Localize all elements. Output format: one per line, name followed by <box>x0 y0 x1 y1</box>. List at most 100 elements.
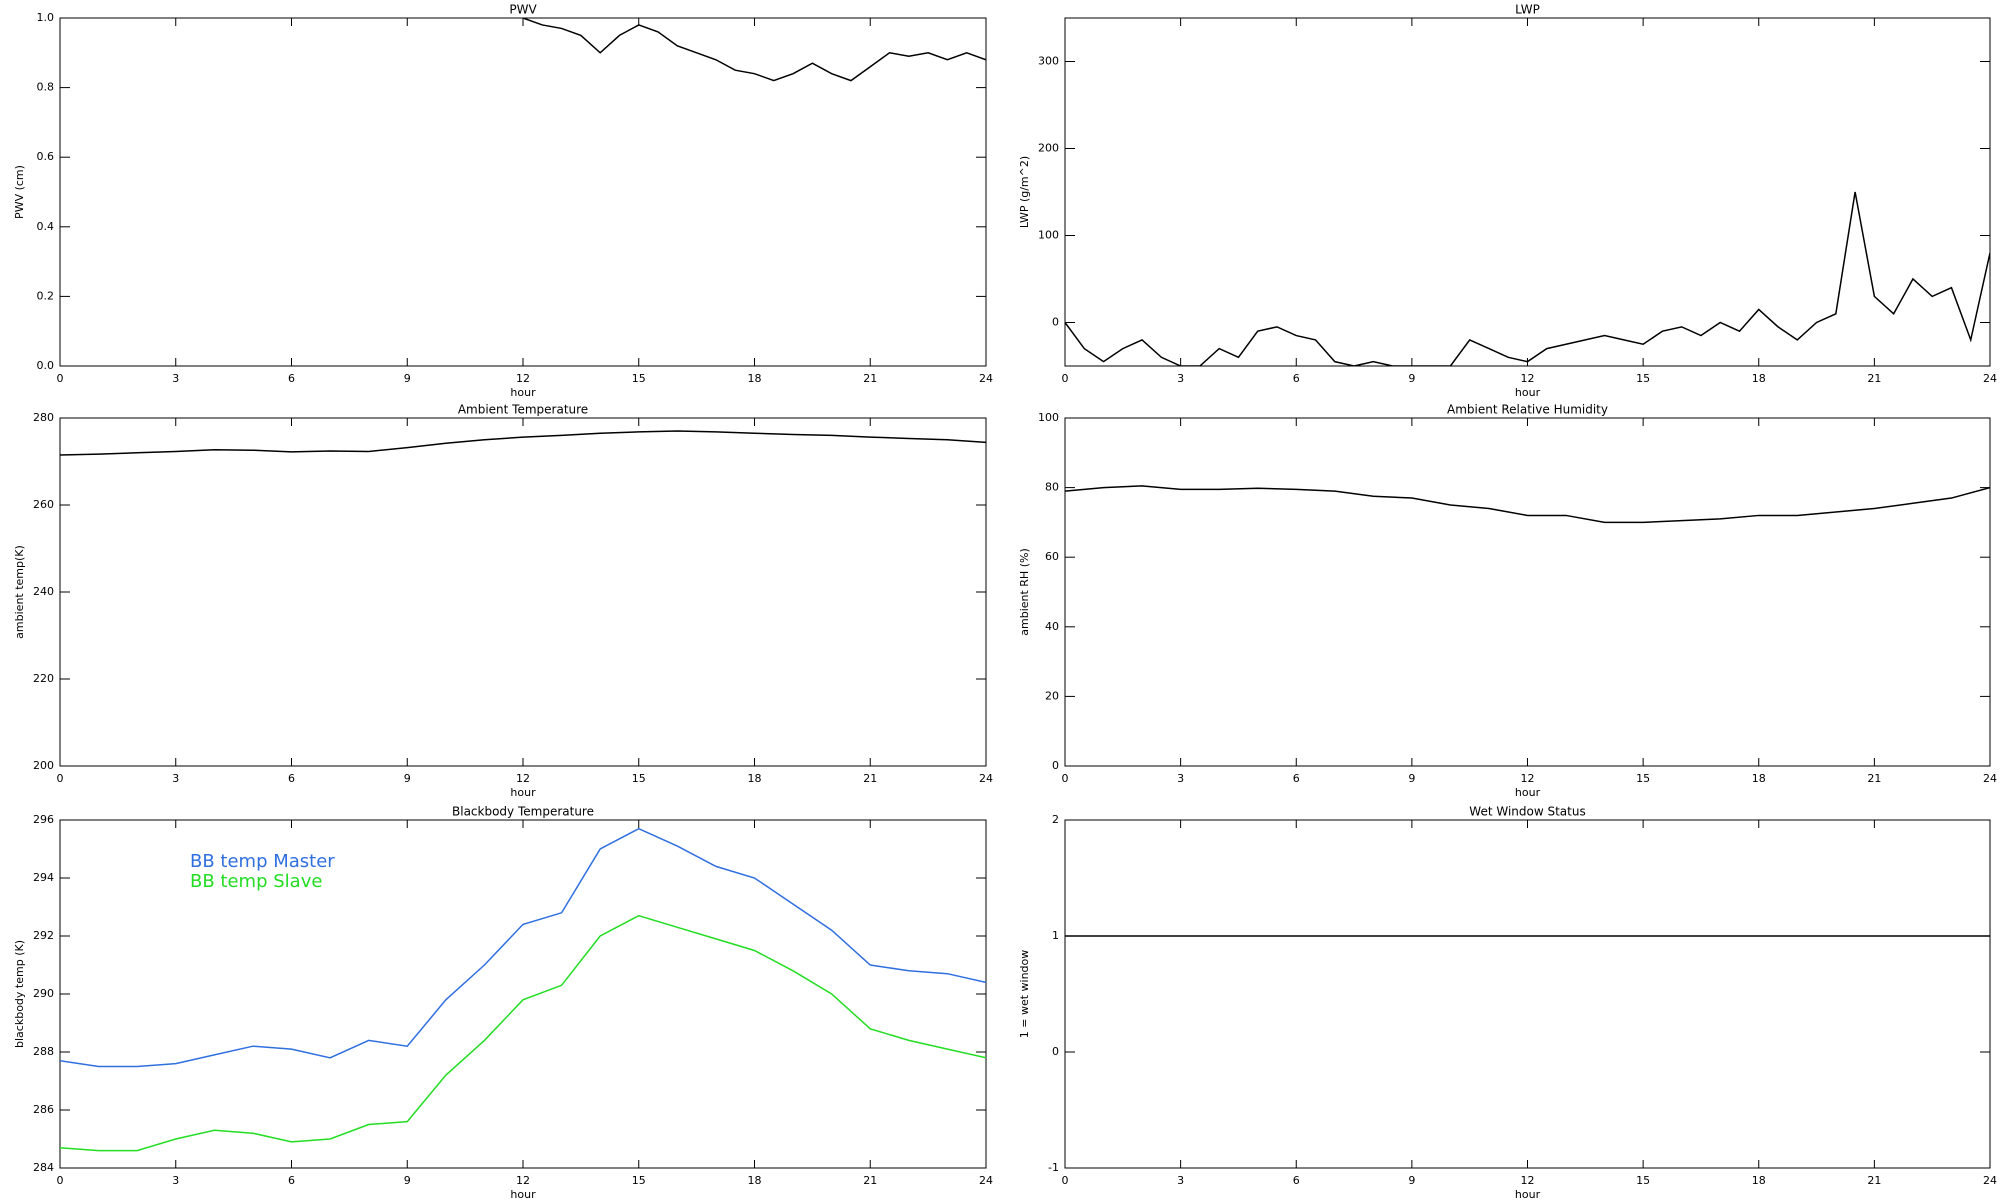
y-tick-label: 286 <box>33 1103 54 1116</box>
x-tick-label: 12 <box>516 772 530 785</box>
y-tick-label: 0.8 <box>37 81 55 94</box>
x-axis-label: hour <box>1515 786 1541 799</box>
chart-title: Blackbody Temperature <box>452 805 594 819</box>
y-tick-label: 0.2 <box>37 289 55 302</box>
x-tick-label: 9 <box>404 1174 411 1187</box>
x-tick-label: 9 <box>404 372 411 385</box>
legend-entry: BB temp Master <box>190 851 335 872</box>
x-tick-label: 15 <box>1636 772 1650 785</box>
plot-frame <box>59 417 987 767</box>
x-tick-label: 24 <box>1983 772 1997 785</box>
x-tick-label: 6 <box>1293 1174 1300 1187</box>
y-tick-label: 200 <box>1038 142 1059 155</box>
x-tick-label: 0 <box>1062 372 1069 385</box>
plot-frame <box>1064 819 1991 1169</box>
x-axis-label: hour <box>1515 1188 1541 1200</box>
x-tick-label: 0 <box>57 772 64 785</box>
x-tick-label: 0 <box>1062 772 1069 785</box>
y-tick-label: 288 <box>33 1045 54 1058</box>
x-tick-label: 24 <box>979 772 993 785</box>
y-tick-label: 280 <box>33 411 54 424</box>
x-tick-label: 12 <box>516 372 530 385</box>
x-tick-label: 6 <box>288 372 295 385</box>
x-tick-label: 6 <box>288 1174 295 1187</box>
y-axis-label: ambient RH (%) <box>1018 548 1031 636</box>
x-tick-label: 21 <box>1867 372 1881 385</box>
x-tick-label: 0 <box>1062 1174 1069 1187</box>
x-tick-label: 21 <box>863 1174 877 1187</box>
x-tick-label: 12 <box>1521 772 1535 785</box>
x-tick-label: 18 <box>748 772 762 785</box>
chart-title: Ambient Temperature <box>458 403 588 417</box>
y-axis-label: PWV (cm) <box>13 165 26 219</box>
y-tick-label: -1 <box>1048 1161 1059 1174</box>
y-tick-label: 300 <box>1038 55 1059 68</box>
y-tick-label: 284 <box>33 1161 54 1174</box>
chart-title: PWV <box>509 3 537 17</box>
y-axis-label: blackbody temp (K) <box>13 940 26 1048</box>
x-tick-label: 0 <box>57 1174 64 1187</box>
y-tick-label: 100 <box>1038 411 1059 424</box>
data-line <box>60 827 986 1068</box>
y-tick-label: 240 <box>33 585 54 598</box>
chart-panel: Blackbody Temperature hour blackbody temp … <box>13 805 993 1200</box>
x-tick-label: 18 <box>1752 372 1766 385</box>
y-tick-label: 220 <box>33 672 54 685</box>
x-tick-label: 3 <box>172 772 179 785</box>
y-tick-label: 260 <box>33 498 54 511</box>
y-tick-label: 20 <box>1045 689 1059 702</box>
y-tick-label: 60 <box>1045 550 1059 563</box>
y-tick-label: 290 <box>33 987 54 1000</box>
x-tick-label: 15 <box>632 372 646 385</box>
x-tick-label: 12 <box>1521 1174 1535 1187</box>
y-tick-label: 100 <box>1038 229 1059 242</box>
x-tick-label: 12 <box>1521 372 1535 385</box>
x-tick-label: 24 <box>979 372 993 385</box>
legend-entry: BB temp Slave <box>190 871 322 892</box>
x-tick-label: 24 <box>1983 1174 1997 1187</box>
chart-panel: Ambient Temperature hour ambient temp(K) 0 3… <box>13 403 993 800</box>
x-tick-label: 6 <box>1293 372 1300 385</box>
y-tick-label: 0 <box>1052 759 1059 772</box>
x-tick-label: 9 <box>1408 1174 1415 1187</box>
chart-panel: Ambient Relative Humidity hour ambient RH … <box>1018 403 1997 800</box>
x-tick-label: 9 <box>404 772 411 785</box>
y-tick-label: 0.0 <box>37 359 55 372</box>
x-tick-label: 0 <box>57 372 64 385</box>
y-tick-label: 40 <box>1045 620 1059 633</box>
x-tick-label: 3 <box>1177 1174 1184 1187</box>
x-tick-label: 3 <box>1177 372 1184 385</box>
y-tick-label: 0 <box>1052 316 1059 329</box>
data-line <box>1065 485 1990 524</box>
y-tick-label: 80 <box>1045 481 1059 494</box>
x-tick-label: 21 <box>863 772 877 785</box>
plot-frame <box>1064 17 1991 367</box>
x-tick-label: 15 <box>1636 372 1650 385</box>
chart-title: Wet Window Status <box>1469 805 1585 819</box>
chart-panel: Wet Window Status hour 1 = wet window 0 3 6 9 1… <box>1018 805 1997 1200</box>
y-tick-label: 292 <box>33 929 54 942</box>
x-tick-label: 9 <box>1408 372 1415 385</box>
y-tick-label: 1 <box>1052 929 1059 942</box>
x-axis-label: hour <box>510 786 536 799</box>
data-line <box>60 430 986 456</box>
data-line <box>60 914 986 1152</box>
data-line <box>522 18 986 82</box>
x-tick-label: 9 <box>1408 772 1415 785</box>
x-tick-label: 21 <box>1867 772 1881 785</box>
y-tick-label: 0.4 <box>37 220 55 233</box>
x-tick-label: 6 <box>288 772 295 785</box>
y-tick-label: 1.0 <box>37 11 55 24</box>
x-tick-label: 15 <box>632 1174 646 1187</box>
x-tick-label: 24 <box>1983 372 1997 385</box>
x-axis-label: hour <box>510 386 536 399</box>
plot-frame <box>59 17 987 367</box>
x-tick-label: 15 <box>1636 1174 1650 1187</box>
plot-frame <box>1064 417 1991 767</box>
x-tick-label: 18 <box>1752 1174 1766 1187</box>
chart-title: Ambient Relative Humidity <box>1447 403 1608 417</box>
x-tick-label: 6 <box>1293 772 1300 785</box>
x-axis-label: hour <box>510 1188 536 1200</box>
y-tick-label: 0 <box>1052 1045 1059 1058</box>
